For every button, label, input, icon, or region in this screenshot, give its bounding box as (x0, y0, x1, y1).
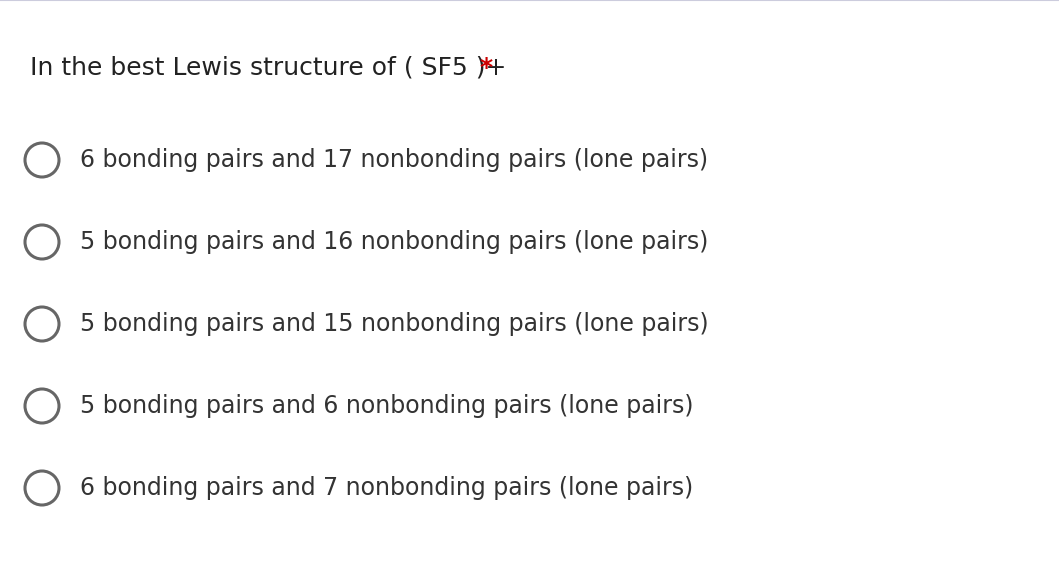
Text: 5 bonding pairs and 15 nonbonding pairs (lone pairs): 5 bonding pairs and 15 nonbonding pairs … (80, 312, 708, 336)
Text: 6 bonding pairs and 7 nonbonding pairs (lone pairs): 6 bonding pairs and 7 nonbonding pairs (… (80, 476, 694, 500)
Text: 5 bonding pairs and 16 nonbonding pairs (lone pairs): 5 bonding pairs and 16 nonbonding pairs … (80, 230, 708, 254)
Text: *: * (480, 56, 493, 80)
Text: 5 bonding pairs and 6 nonbonding pairs (lone pairs): 5 bonding pairs and 6 nonbonding pairs (… (80, 394, 694, 418)
Text: 6 bonding pairs and 17 nonbonding pairs (lone pairs): 6 bonding pairs and 17 nonbonding pairs … (80, 148, 708, 172)
Text: In the best Lewis structure of ( SF5 )+: In the best Lewis structure of ( SF5 )+ (30, 56, 515, 80)
